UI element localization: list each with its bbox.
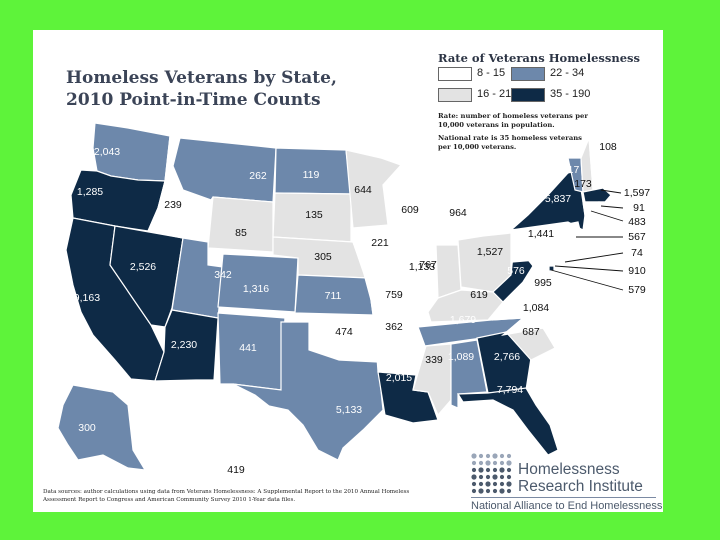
state-value-md: 910	[628, 265, 646, 277]
state-fl	[456, 387, 559, 456]
state-value-ri: 91	[633, 202, 645, 214]
state-value-tn: 1,679	[450, 314, 476, 326]
state-value-ar: 362	[385, 321, 403, 333]
state-value-wy: 85	[235, 227, 247, 239]
legend-swatch-0	[438, 67, 472, 81]
state-value-ms: 339	[425, 354, 443, 366]
state-value-ga: 2,766	[494, 351, 520, 363]
state-value-or: 1,285	[77, 186, 103, 198]
state-value-il: 1,133	[409, 261, 435, 273]
state-value-oh: 1,527	[477, 246, 503, 258]
state-value-nj: 567	[628, 231, 646, 243]
state-tx	[232, 321, 384, 461]
map-title-line1: Homeless Veterans by State,	[66, 68, 337, 88]
slide-panel: 2,043 1,285 19,163 2,526 239 262 85 342 2,230 1,3…	[33, 30, 663, 512]
state-nj	[566, 221, 584, 264]
state-value-mi: 964	[449, 207, 467, 219]
state-il	[399, 236, 439, 322]
leader-lines	[550, 189, 624, 291]
state-value-mt: 262	[249, 170, 267, 182]
map-title: Homeless Veterans by State, 2010 Point-i…	[66, 67, 337, 111]
state-value-ct: 483	[628, 216, 646, 228]
state-value-hi: 419	[227, 464, 245, 476]
state-value-nm: 441	[239, 342, 257, 354]
state-value-wa: 2,043	[94, 146, 120, 158]
state-value-dc: 579	[628, 284, 646, 296]
state-value-va: 995	[534, 277, 552, 289]
state-ma	[582, 187, 612, 203]
state-value-in: 767	[419, 259, 437, 271]
state-value-me: 108	[599, 141, 617, 153]
logo-divider	[471, 497, 656, 498]
state-value-nc: 1,084	[523, 302, 549, 314]
source-line2: Assessment Report to Congress and Americ…	[43, 497, 296, 503]
state-va	[491, 267, 582, 321]
state-value-ak: 300	[78, 422, 96, 434]
state-value-ks: 711	[325, 290, 342, 302]
legend-label-3: 35 - 190	[550, 88, 591, 100]
state-value-mo: 759	[385, 289, 403, 301]
us-map: 2,043 1,285 19,163 2,526 239 262 85 342 2,230 1,3…	[57, 104, 650, 479]
map-title-line2: 2010 Point-in-Time Counts	[66, 90, 321, 110]
state-value-ky: 619	[470, 289, 488, 301]
legend-swatch-3	[511, 88, 545, 102]
legend-note-rate: Rate: number of homeless veterans per 10…	[438, 112, 588, 129]
state-wy	[207, 196, 274, 253]
state-value-nv: 2,526	[130, 261, 156, 273]
logo-name-line2: Research Institute	[518, 478, 643, 495]
state-value-sd: 135	[305, 209, 323, 221]
state-value-de: 74	[631, 247, 643, 259]
state-value-id: 239	[164, 199, 182, 211]
state-ct	[582, 201, 600, 217]
state-de	[560, 255, 570, 271]
state-az	[154, 309, 219, 382]
state-me	[588, 104, 629, 192]
state-value-ca: 19,163	[68, 292, 100, 304]
legend-label-1: 16 - 21	[477, 88, 512, 100]
source-line1: Data sources: author calculations using …	[43, 489, 410, 495]
state-value-mn: 644	[354, 184, 372, 196]
legend-title: Rate of Veterans Homelessness	[438, 51, 640, 65]
state-value-ia: 221	[371, 237, 389, 249]
logo-name-line1: Homelessness	[518, 461, 620, 478]
state-la	[377, 371, 439, 424]
legend-swatch-1	[438, 88, 472, 102]
state-in	[435, 244, 462, 299]
state-value-nh: 173	[574, 178, 592, 190]
state-ak	[57, 384, 147, 471]
state-hi	[192, 449, 250, 479]
state-value-sc: 687	[522, 326, 540, 338]
state-value-la: 2,015	[386, 372, 412, 384]
state-value-ny: 5,837	[545, 193, 571, 205]
state-value-ut: 342	[214, 269, 232, 281]
legend-label-2: 22 - 34	[550, 67, 585, 79]
state-value-az: 2,230	[171, 339, 197, 351]
state-value-fl: 7,794	[497, 384, 523, 396]
state-value-pa: 1,441	[528, 228, 554, 240]
source-note: Data sources: author calculations using …	[43, 488, 463, 504]
state-value-ok: 474	[335, 326, 353, 338]
state-wi	[382, 174, 432, 238]
state-value-al: 1,089	[448, 351, 474, 363]
legend-swatch-2	[511, 67, 545, 81]
state-value-co: 1,316	[243, 283, 269, 295]
state-value-vt: 117	[563, 164, 580, 176]
hri-logo-mark-icon	[471, 453, 512, 494]
state-md	[523, 253, 562, 279]
state-ar	[374, 326, 427, 376]
state-value-wi: 609	[401, 204, 419, 216]
state-value-ma: 1,597	[624, 187, 650, 199]
state-mi	[406, 168, 474, 246]
state-value-ne: 305	[314, 251, 332, 263]
legend-note-national: National rate is 35 homeless veterans pe…	[438, 134, 582, 151]
logo-subtitle: National Alliance to End Homelessness	[471, 500, 663, 512]
state-ga	[476, 331, 532, 394]
state-value-nd: 119	[303, 169, 320, 181]
legend-label-0: 8 - 15	[477, 67, 506, 79]
state-value-tx: 5,133	[336, 404, 362, 416]
state-value-wv: 576	[507, 265, 525, 277]
